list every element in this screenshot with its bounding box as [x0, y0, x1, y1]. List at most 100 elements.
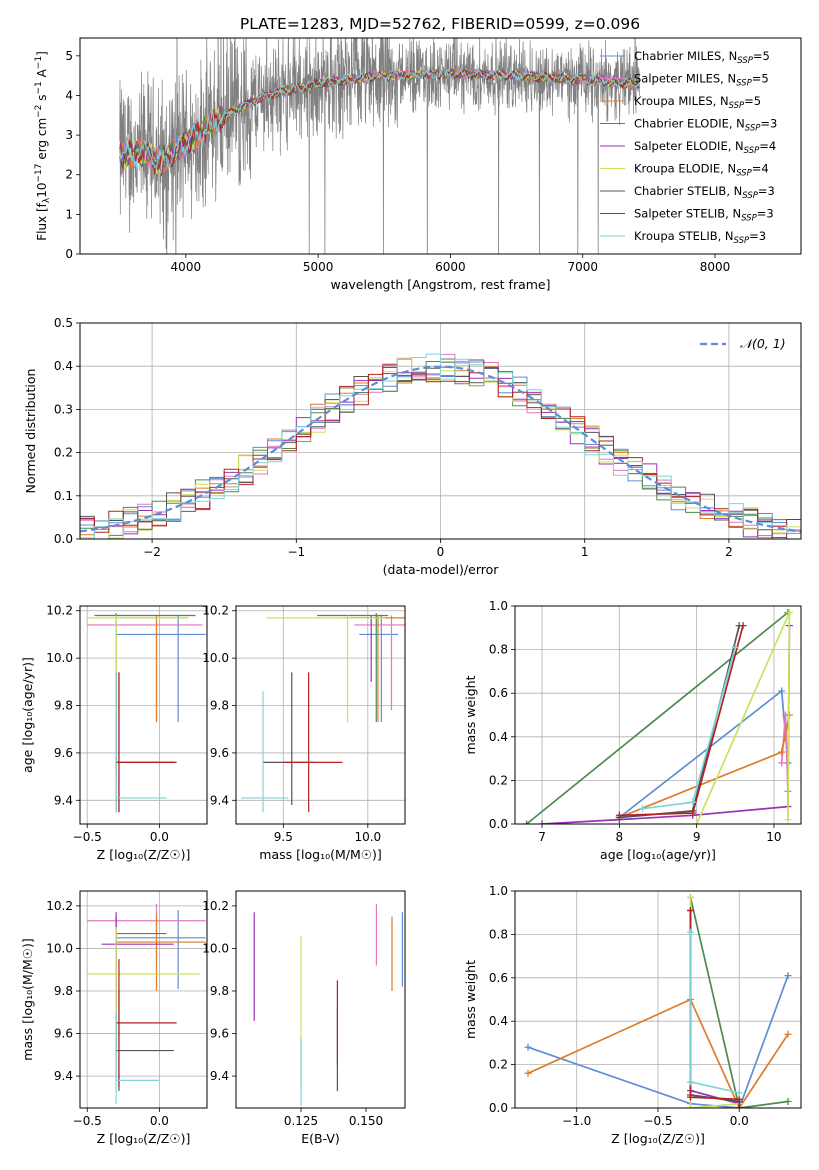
- mass-weight-marker: [687, 907, 694, 915]
- y-tick-label: 0.4: [54, 359, 73, 373]
- y-tick-label: 0.0: [489, 817, 508, 831]
- legend-label-text: Salpeter MILES, N: [634, 72, 736, 86]
- y-tick-label: 0.6: [489, 971, 508, 985]
- y-tick-label: 3: [65, 128, 73, 142]
- legend-label-value: =4: [759, 139, 776, 153]
- mass-weight-marker: [689, 798, 697, 806]
- y-label-part: −2: [34, 105, 44, 118]
- x-tick-label: 9: [693, 830, 701, 844]
- y-tick-label: 10.2: [202, 899, 229, 913]
- mass-weight-marker: [784, 816, 792, 824]
- legend-label-sub: SSP: [737, 56, 753, 66]
- mass-weight-line: [527, 998, 789, 1108]
- plot-area: [241, 613, 405, 813]
- legend-label-text: Kroupa MILES, N: [634, 94, 729, 108]
- mass-weight-line: [689, 897, 789, 1108]
- y-label-part: ]: [35, 51, 49, 56]
- legend-label-value: =3: [758, 184, 775, 198]
- x-tick-label: −2: [143, 545, 161, 559]
- legend-label: Chabrier STELIB, NSSP=3: [634, 184, 775, 201]
- plot-area: [119, 38, 640, 254]
- y-label-part: −1: [34, 56, 44, 69]
- mass-weight-line: [695, 612, 791, 824]
- weight-vs-age-panel: 7 8 9 10 0.0 0.2 0.4 0.6 0.8 1.0 age [log₁₀(age/yr…: [463, 599, 802, 862]
- x-axis-label: E(B-V): [301, 1131, 340, 1146]
- y-label-part: A: [35, 68, 49, 81]
- mass-weight-line: [618, 689, 789, 819]
- x-tick-label: 10.0: [354, 830, 381, 844]
- mass-weight-marker: [687, 894, 694, 902]
- x-tick-label: 0: [437, 545, 445, 559]
- x-tick-label: 0.150: [349, 1114, 383, 1128]
- y-tick-label: 9.6: [54, 1027, 73, 1041]
- x-axis-label: mass [log₁₀(M/M☉)]: [259, 847, 381, 862]
- x-tick-label: 6000: [435, 260, 466, 274]
- weight-vs-metallicity-panel: −1.0 −0.5 0.0 0.0 0.2 0.4 0.6 0.8 1.0 Z [log₁₀(Z/…: [463, 884, 802, 1146]
- mass-weight-marker: [784, 1097, 792, 1105]
- legend-label-value: =5: [752, 72, 769, 86]
- axes-frame: [514, 605, 802, 825]
- legend-label: Kroupa MILES, NSSP=5: [634, 94, 761, 111]
- legend-label-value: =3: [749, 229, 766, 243]
- y-tick-label: 0.6: [489, 686, 508, 700]
- x-axis-label: (data-model)/error: [383, 562, 500, 577]
- mass-weight-line: [619, 625, 741, 819]
- figure-title: PLATE=1283, MJD=52762, FIBERID=0599, z=0…: [240, 15, 640, 33]
- mass-weight-line: [619, 625, 744, 817]
- legend-label: Chabrier ELODIE, NSSP=3: [634, 117, 777, 134]
- y-tick-label: 9.8: [54, 699, 73, 713]
- y-tick-label: 9.4: [54, 793, 73, 807]
- x-tick-label: 0.0: [150, 1114, 169, 1128]
- x-tick-label: −1: [287, 545, 305, 559]
- legend-label-value: =5: [753, 49, 770, 63]
- y-tick-label: 0.0: [489, 1101, 508, 1115]
- histogram-step-line: [80, 353, 801, 539]
- legend-label: Salpeter STELIB, NSSP=3: [634, 207, 774, 224]
- spectrum-panel: 4000 5000 6000 7000 8000 0 1 2 3 4 5 wavelength [An…: [34, 37, 802, 292]
- y-tick-label: 0.5: [54, 316, 73, 330]
- mass-weight-marker: [687, 1093, 694, 1101]
- y-axis-label: age [log₁₀(age/yr)]: [20, 657, 35, 773]
- mass-weight-line: [689, 932, 740, 1094]
- mass-weight-marker: [731, 643, 739, 651]
- y-tick-label: 9.6: [54, 746, 73, 760]
- histogram-step-line: [80, 366, 801, 539]
- mass-vs-extinction-panel: 0.125 0.150 9.4 9.6 9.8 10.0 10.2 E(B-V): [202, 890, 406, 1146]
- mass-weight-marker: [735, 1089, 743, 1097]
- plot-area: [87, 613, 206, 813]
- x-axis-label: age [log₁₀(age/yr)]: [600, 847, 716, 862]
- axes-frame: [79, 322, 802, 540]
- legend-label-value: =4: [752, 162, 769, 176]
- mass-weight-marker: [689, 809, 697, 817]
- x-axis-label: Z [log₁₀(Z/Z☉)]: [97, 847, 191, 862]
- y-tick-label: 9.4: [210, 793, 229, 807]
- mass-weight-line: [526, 611, 789, 824]
- mass-weight-marker: [778, 687, 786, 695]
- plot-area: [523, 609, 793, 824]
- x-tick-label: 7: [538, 830, 546, 844]
- legend-label-sub: SSP: [734, 236, 750, 246]
- x-axis-label: Z [log₁₀(Z/Z☉)]: [611, 1131, 705, 1146]
- x-tick-label: 10: [766, 830, 781, 844]
- legend-label-sub: SSP: [729, 101, 745, 111]
- mass-weight-line: [642, 647, 737, 810]
- mass-weight-marker: [739, 622, 747, 630]
- y-tick-label: 10.2: [202, 604, 229, 618]
- x-tick-label: −0.5: [643, 1114, 672, 1128]
- mass-weight-line: [542, 625, 791, 824]
- y-tick-label: 1: [65, 207, 73, 221]
- y-label-part: 10: [35, 183, 49, 198]
- mass-weight-marker: [615, 811, 623, 819]
- age-vs-mass-panel: 9.5 10.0 9.4 9.6 9.8 10.0 10.2 mass [log₁₀(M/M☉…: [202, 604, 406, 862]
- legend-label: Chabrier MILES, NSSP=5: [634, 49, 770, 66]
- y-tick-label: 4: [65, 88, 73, 102]
- legend-label: Kroupa ELODIE, NSSP=4: [634, 162, 769, 179]
- y-tick-label: 0.2: [54, 446, 73, 460]
- legend-label-value: =5: [744, 94, 761, 108]
- y-tick-label: 10.0: [202, 651, 229, 665]
- x-axis-label: wavelength [Angstrom, rest frame]: [330, 277, 550, 292]
- x-tick-label: 0.125: [284, 1114, 318, 1128]
- x-tick-label: 5000: [303, 260, 334, 274]
- y-tick-label: 0.1: [54, 489, 73, 503]
